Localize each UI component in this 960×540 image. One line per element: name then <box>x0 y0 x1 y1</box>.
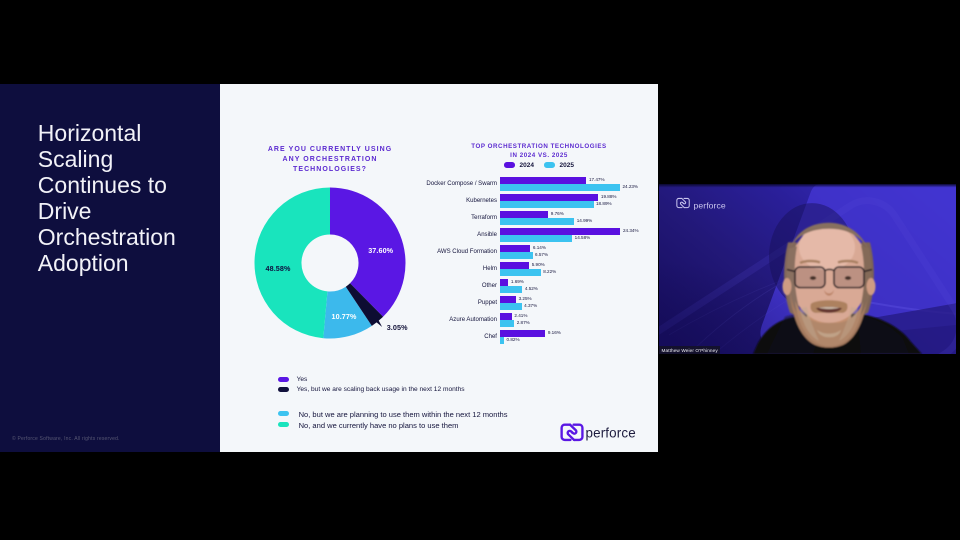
svg-text:perforce: perforce <box>586 425 636 440</box>
svg-text:perforce: perforce <box>694 201 726 211</box>
